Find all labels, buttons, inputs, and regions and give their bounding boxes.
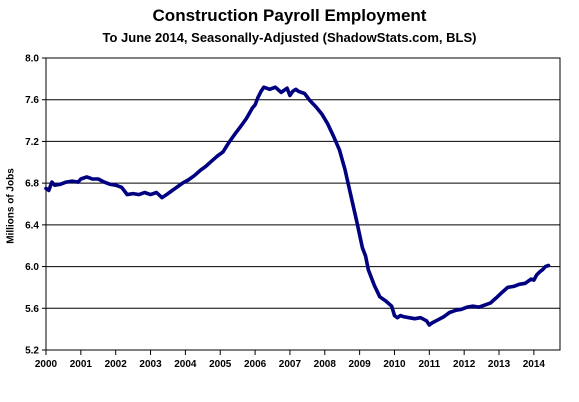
y-tick-label: 6.0 <box>25 262 39 273</box>
x-tick-label: 2013 <box>488 359 511 370</box>
x-tick-label: 2009 <box>349 359 372 370</box>
x-tick-label: 2006 <box>244 359 267 370</box>
y-tick-label: 6.4 <box>25 220 39 231</box>
y-tick-label: 6.8 <box>25 179 39 190</box>
x-axis-ticks: 2000 2001 2002 2003 2004 2005 2006 2007 2008 2009… <box>35 350 546 370</box>
x-tick-label: 2005 <box>209 359 232 370</box>
x-tick-label: 2000 <box>35 359 58 370</box>
y-axis-ticks: 5.2 5.6 6.0 6.4 6.8 7.2 7.6 8.0 <box>25 54 46 357</box>
x-tick-label: 2010 <box>383 359 406 370</box>
x-tick-label: 2008 <box>314 359 337 370</box>
x-tick-label: 2004 <box>174 359 197 370</box>
x-tick-label: 2007 <box>279 359 302 370</box>
chart-title: Construction Payroll Employment <box>152 6 427 25</box>
y-tick-label: 7.2 <box>25 137 39 148</box>
x-tick-label: 2002 <box>105 359 128 370</box>
y-tick-label: 5.2 <box>25 346 39 357</box>
x-tick-label: 2011 <box>418 359 440 370</box>
y-tick-label: 8.0 <box>25 54 39 65</box>
x-tick-label: 2001 <box>70 359 93 370</box>
y-tick-label: 7.6 <box>25 95 39 106</box>
x-tick-label: 2003 <box>139 359 162 370</box>
y-tick-label: 5.6 <box>25 304 39 315</box>
chart-subtitle: To June 2014, Seasonally-Adjusted (Shado… <box>102 30 477 45</box>
series-group <box>44 85 551 327</box>
plot-area <box>45 57 561 351</box>
x-tick-label: 2014 <box>523 359 546 370</box>
x-tick-label: 2012 <box>453 359 476 370</box>
series-line-0 <box>44 85 551 327</box>
